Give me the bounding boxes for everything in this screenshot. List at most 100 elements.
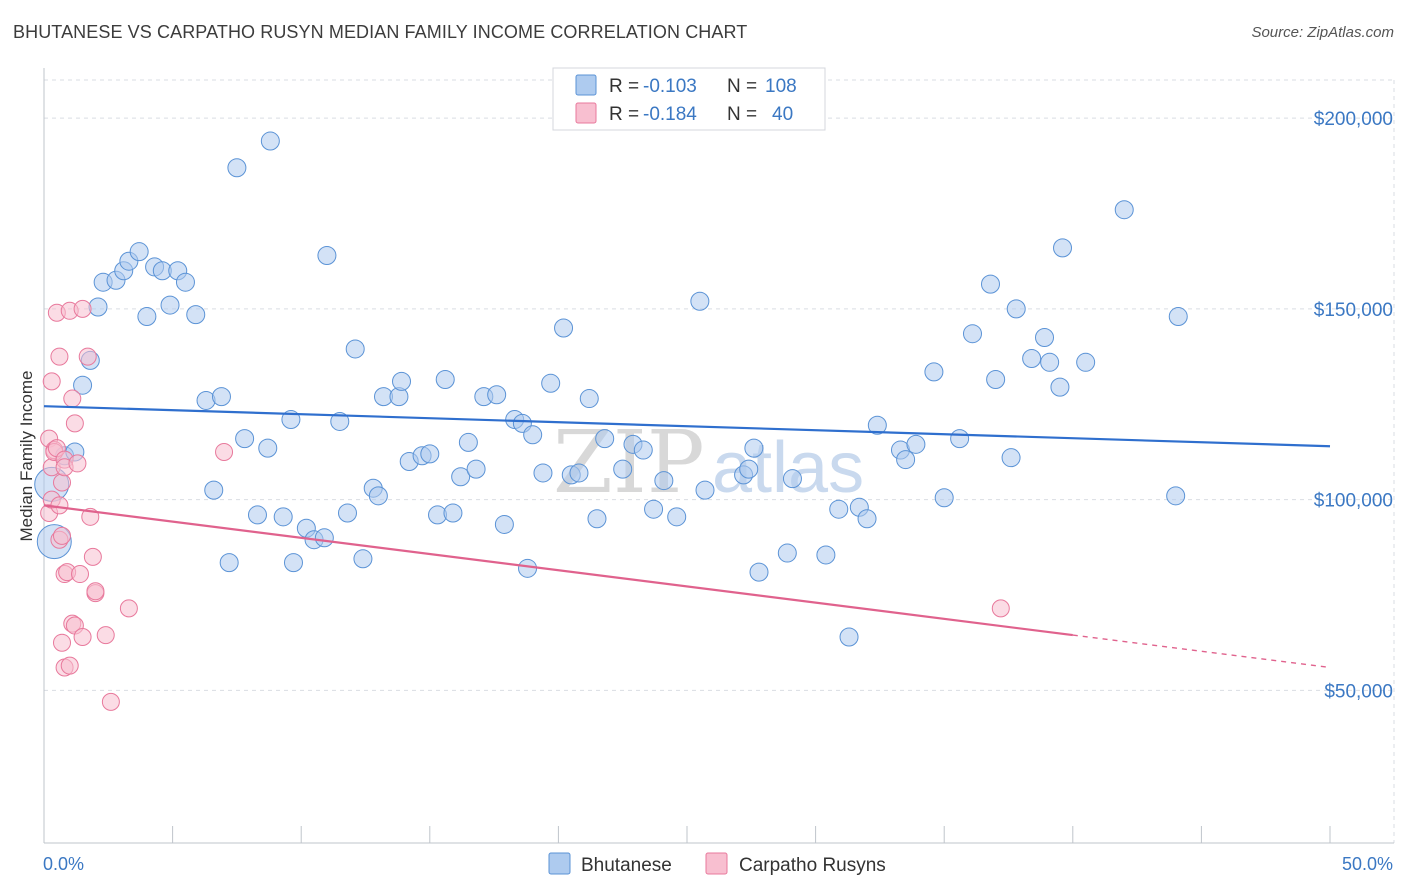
bhutanese-point — [777, 543, 797, 563]
legend-r-label: R = — [609, 76, 639, 97]
carpatho-rusyn-swatch — [575, 102, 597, 124]
carpatho-rusyn-point — [215, 442, 234, 461]
bhutanese-point — [541, 373, 561, 393]
carpatho-rusyn-point — [65, 414, 84, 433]
y-tick-label: $100,000 — [1314, 491, 1393, 512]
carpatho-rusyn-point — [83, 547, 102, 566]
bhutanese-point — [443, 503, 463, 523]
bhutanese-point — [487, 385, 507, 405]
x-tick-label: 50.0% — [1342, 854, 1393, 874]
bhutanese-point — [186, 305, 206, 325]
bhutanese-legend-label: Bhutanese — [581, 855, 672, 876]
bhutanese-point — [88, 297, 108, 317]
x-tick-label: 0.0% — [43, 854, 84, 874]
bhutanese-point — [1166, 486, 1186, 506]
bhutanese-point — [73, 375, 93, 395]
bhutanese-point — [816, 545, 836, 565]
carpatho-rusyn-point — [73, 299, 92, 318]
bhutanese-point — [523, 425, 543, 445]
bhutanese-point — [458, 432, 478, 452]
bhutanese-point — [1114, 200, 1134, 220]
carpatho-rusyn-point — [53, 526, 72, 545]
bhutanese-swatch — [575, 74, 597, 96]
bhutanese-point — [518, 558, 538, 578]
carpatho-rusyn-trend-line — [43, 504, 1073, 637]
bhutanese-point — [1050, 377, 1070, 397]
chart-title: BHUTANESE VS CARPATHO RUSYN MEDIAN FAMIL… — [13, 22, 748, 42]
bhutanese-point — [1035, 328, 1055, 348]
bhutanese-point — [1168, 307, 1188, 327]
bhutanese-point — [247, 505, 267, 525]
bhutanese-point — [613, 459, 633, 479]
carpatho-rusyn-point — [78, 347, 97, 366]
bhutanese-points — [34, 131, 1188, 647]
carpatho-rusyn-point — [73, 627, 92, 646]
carpatho-rusyn-point — [42, 372, 61, 391]
y-tick-labels: $50,000 $100,000 $150,000 $200,000 — [1314, 109, 1393, 702]
x-tick-labels: 0.0% 50.0% — [43, 854, 1393, 874]
carpatho-rusyn-point — [101, 692, 120, 711]
bhutanese-point — [1022, 348, 1042, 368]
bhutanese-point — [368, 486, 388, 506]
carpatho-rusyn-trend-extension — [1072, 634, 1331, 669]
legend-r-value: -0.184 — [643, 104, 697, 125]
bhutanese-point — [235, 429, 255, 449]
carpatho-rusyn-point — [60, 656, 79, 675]
carpatho-rusyn-point — [68, 454, 87, 473]
bhutanese-point — [451, 467, 471, 487]
carpatho-rusyn-point — [86, 582, 105, 601]
bhutanese-point — [345, 339, 365, 359]
bhutanese-point — [204, 480, 224, 500]
bhutanese-point — [211, 387, 231, 407]
source-label: Source: ZipAtlas.com — [1251, 24, 1394, 41]
bhutanese-point — [749, 562, 769, 582]
carpatho-rusyn-point — [96, 626, 115, 645]
legend-r-label: R = — [609, 104, 639, 125]
carpatho-rusyn-points — [40, 299, 1010, 711]
carpatho-rusyn-point — [119, 599, 138, 618]
carpatho-rusyn-point — [53, 473, 72, 492]
bhutanese-point — [924, 362, 944, 382]
bhutanese-point — [392, 371, 412, 391]
bhutanese-point — [330, 411, 350, 431]
watermark-atlas: atlas — [712, 428, 864, 508]
bhutanese-point — [739, 459, 759, 479]
bhutanese-trend-line — [43, 405, 1331, 448]
bhutanese-point — [129, 242, 149, 262]
bhutanese-point — [667, 507, 687, 527]
bhutanese-point — [353, 549, 373, 569]
bhutanese-point — [633, 440, 653, 460]
bhutanese-point — [227, 158, 247, 178]
bhutanese-point — [744, 438, 764, 458]
legend-n-value: 40 — [772, 104, 793, 125]
stats-legend: R = -0.103 N = 108 R = -0.184 N = 40 — [552, 67, 826, 131]
carpatho-rusyn-point — [50, 496, 69, 515]
legend-n-value: 108 — [765, 76, 797, 97]
bhutanese-point — [644, 499, 664, 519]
bhutanese-point — [1040, 352, 1060, 372]
bhutanese-point — [1001, 448, 1021, 468]
trend-lines — [43, 405, 1331, 669]
bhutanese-point — [950, 429, 970, 449]
bhutanese-point — [420, 444, 440, 464]
bhutanese-point — [273, 507, 293, 527]
bhutanese-point — [587, 509, 607, 529]
bhutanese-point — [260, 131, 280, 151]
bhutanese-point — [579, 389, 599, 409]
bhutanese-point — [962, 324, 982, 344]
bhutanese-point — [980, 274, 1000, 294]
bhutanese-point — [829, 499, 849, 519]
bhutanese-point — [1053, 238, 1073, 258]
axes — [43, 68, 1394, 844]
bhutanese-point — [1006, 299, 1026, 319]
carpatho-rusyn-point — [991, 599, 1010, 618]
y-tick-label: $50,000 — [1324, 681, 1393, 702]
bhutanese-legend-swatch — [548, 852, 571, 875]
bhutanese-point — [782, 469, 802, 489]
legend-n-label: N = — [727, 76, 757, 97]
bhutanese-point — [283, 553, 303, 573]
series-legend: Bhutanese Carpatho Rusyns — [548, 852, 886, 876]
bhutanese-point — [258, 438, 278, 458]
carpatho-rusyn-legend-swatch — [705, 852, 728, 875]
